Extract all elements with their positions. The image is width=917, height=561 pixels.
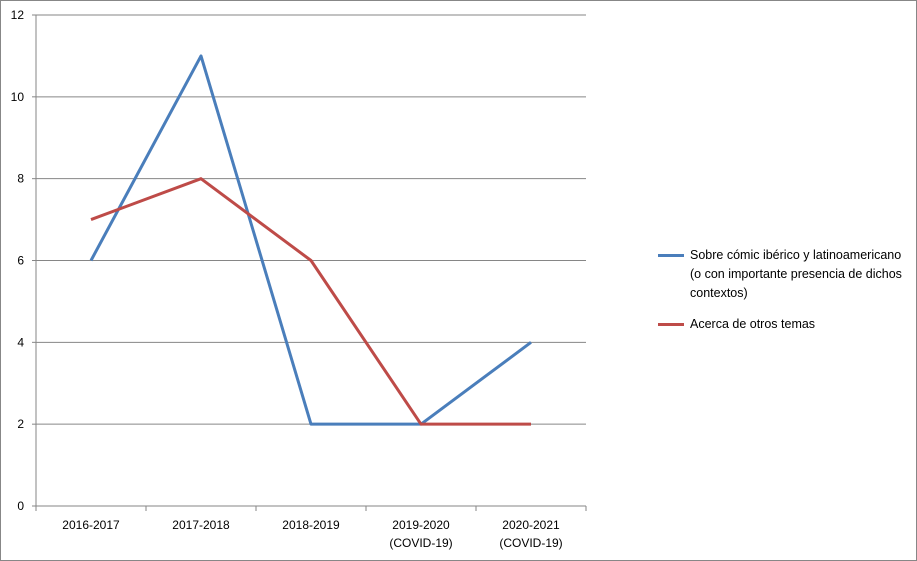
x-tick-label-2: 2018-2019	[282, 518, 340, 532]
legend-label-series-2: Acerca de otros temas	[690, 317, 816, 331]
y-tick-label-2: 2	[17, 417, 24, 431]
y-tick-label-4: 4	[17, 335, 24, 349]
y-tick-label-10: 10	[11, 90, 25, 104]
y-axis-ticks: 0 2 4 6 8 10 12	[11, 8, 25, 513]
x-tick-label-3-line-2: (COVID-19)	[389, 536, 452, 550]
x-axis-ticks: 2016-2017 2017-2018 2018-2019 2019-2020 (COV…	[62, 518, 562, 550]
legend-swatch-series-1	[658, 254, 684, 257]
legend-item-series-2: Acerca de otros temas	[658, 315, 908, 334]
x-tick-label-1: 2017-2018	[172, 518, 230, 532]
y-tick-label-0: 0	[17, 499, 24, 513]
y-tick-label-8: 8	[17, 172, 24, 186]
axes	[32, 14, 587, 511]
legend-swatch-series-2	[658, 323, 684, 326]
x-tick-label-0: 2016-2017	[62, 518, 120, 532]
y-tick-label-6: 6	[17, 254, 24, 268]
x-tick-label-4: 2020-2021	[502, 518, 560, 532]
legend-item-series-1: Sobre cómic ibérico y latinoamericano (o…	[658, 246, 908, 303]
x-tick-label-3: 2019-2020	[392, 518, 450, 532]
series-line-1	[89, 54, 532, 426]
x-tick-label-4-line-2: (COVID-19)	[499, 536, 562, 550]
series-line-2	[90, 177, 531, 426]
series-lines	[89, 54, 532, 426]
legend-label-series-1: Sobre cómic ibérico y latinoamericano (o…	[690, 248, 902, 300]
legend: Sobre cómic ibérico y latinoamericano (o…	[658, 246, 908, 346]
y-tick-label-12: 12	[11, 8, 25, 22]
